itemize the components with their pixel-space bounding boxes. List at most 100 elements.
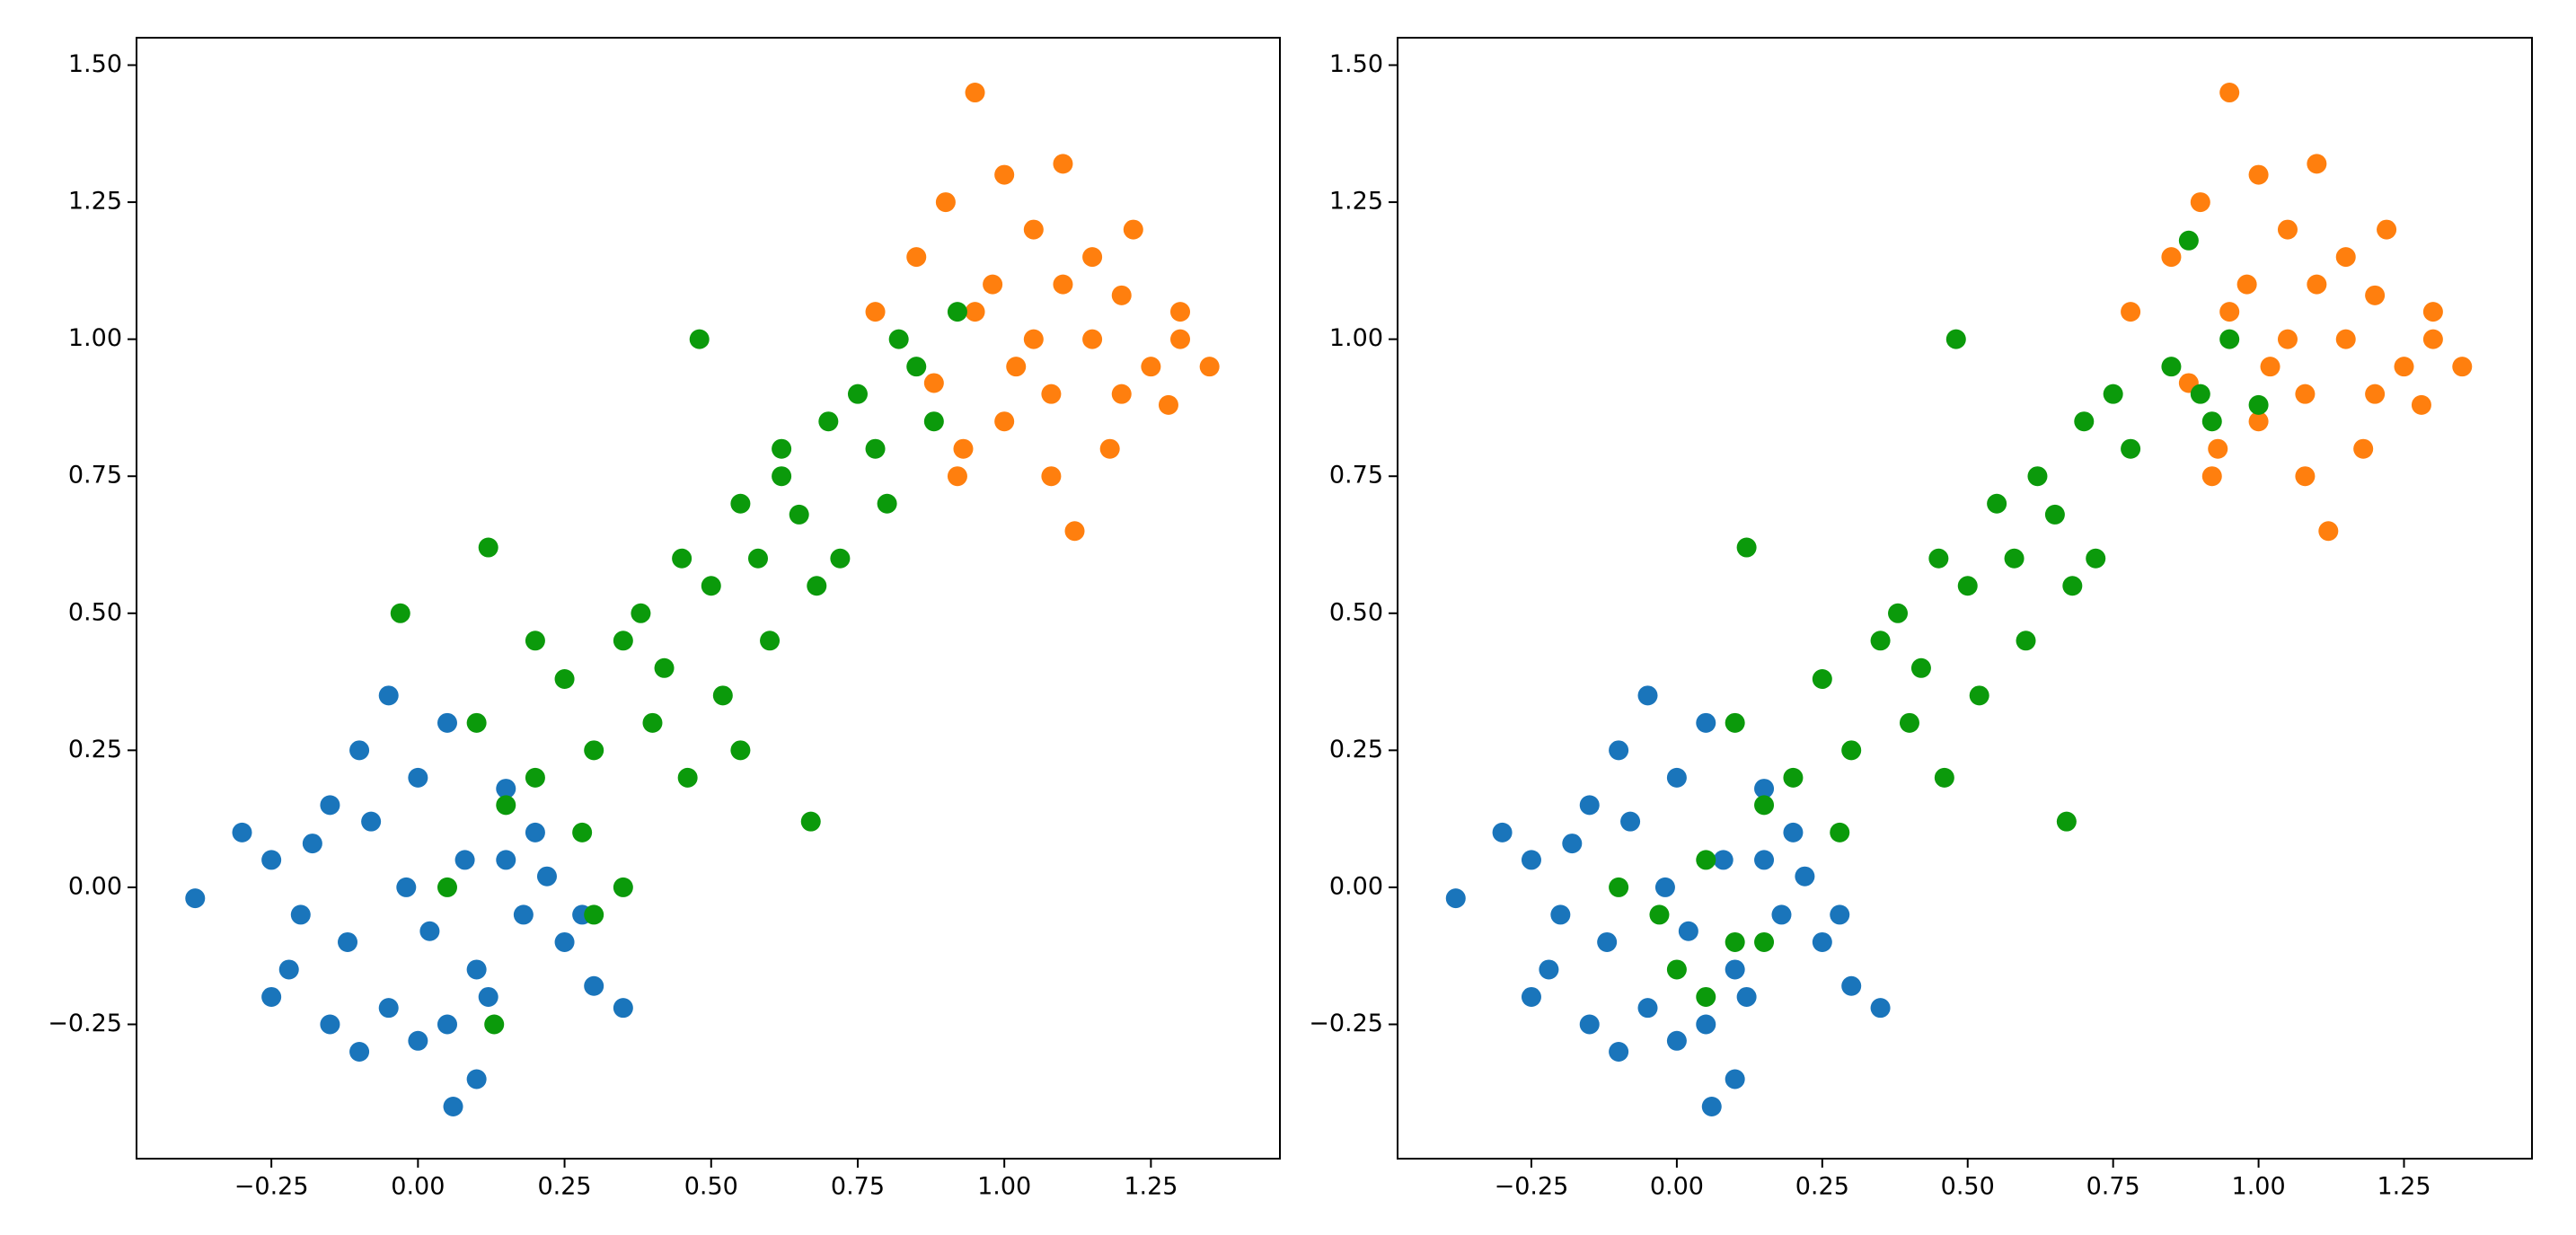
point: [261, 986, 282, 1007]
point: [965, 302, 985, 322]
point: [1666, 767, 1687, 788]
point: [1053, 154, 1073, 174]
point: [1637, 685, 1658, 706]
point: [818, 411, 839, 432]
x-tick-label: 0.50: [684, 1173, 738, 1201]
point: [2277, 219, 2298, 240]
point: [1696, 712, 1716, 733]
point: [1141, 357, 1161, 377]
y-tick-label: 1.00: [68, 324, 122, 352]
x-tick-label: 0.75: [831, 1173, 885, 1201]
point: [1170, 302, 1191, 322]
point: [2248, 164, 2269, 185]
point: [1696, 986, 1716, 1007]
point: [1783, 767, 1804, 788]
point: [1099, 438, 1120, 459]
point: [2086, 548, 2106, 569]
point: [865, 438, 886, 459]
point: [1957, 576, 1978, 596]
point: [888, 329, 909, 349]
point: [302, 834, 322, 854]
y-tick-label: 1.25: [1329, 188, 1383, 216]
point: [2377, 219, 2397, 240]
y-tick-label: 0.00: [1329, 872, 1383, 900]
point: [437, 1014, 457, 1035]
point: [631, 603, 651, 623]
point: [2277, 329, 2298, 349]
point: [1812, 669, 1832, 690]
point: [2307, 154, 2327, 174]
point: [1870, 631, 1891, 651]
point: [1023, 329, 1044, 349]
point: [712, 685, 733, 706]
point: [2365, 285, 2386, 305]
point: [1678, 921, 1698, 941]
point: [1023, 219, 1044, 240]
point: [554, 669, 575, 690]
point: [466, 1069, 487, 1089]
point: [437, 712, 457, 733]
point: [2121, 438, 2141, 459]
point: [1562, 834, 1583, 854]
point: [320, 795, 340, 816]
point: [2219, 83, 2240, 103]
point: [320, 1014, 340, 1035]
point: [2044, 504, 2065, 525]
y-tick-label: 0.75: [1329, 462, 1383, 490]
point: [1579, 795, 1600, 816]
point: [349, 740, 370, 761]
point: [2190, 192, 2210, 213]
point: [1521, 850, 1541, 870]
x-tick-label: 1.00: [977, 1173, 1031, 1201]
point: [1841, 975, 1862, 996]
point: [677, 767, 698, 788]
point: [554, 931, 575, 952]
point: [923, 373, 944, 393]
point: [437, 877, 457, 897]
x-tick-label: −0.25: [1495, 1173, 1569, 1201]
point: [466, 959, 487, 980]
point: [1041, 466, 1062, 487]
point: [1620, 811, 1641, 832]
point: [484, 1014, 505, 1035]
point: [613, 998, 633, 1019]
y-tick-label: 0.50: [1329, 598, 1383, 626]
point: [642, 712, 663, 733]
point: [2353, 438, 2374, 459]
point: [1987, 493, 2007, 514]
point: [2307, 274, 2327, 295]
point: [1754, 931, 1775, 952]
point: [408, 767, 428, 788]
point: [1064, 521, 1085, 542]
point: [2190, 384, 2210, 404]
y-tick-label: 0.25: [68, 736, 122, 763]
point: [2295, 384, 2316, 404]
point: [2161, 357, 2182, 377]
x-tick-label: −0.25: [234, 1173, 309, 1201]
point: [877, 493, 897, 514]
point: [830, 548, 851, 569]
point: [865, 302, 886, 322]
point: [1736, 537, 1757, 558]
point: [2248, 411, 2269, 432]
point: [2422, 302, 2443, 322]
point: [1701, 1097, 1722, 1117]
point: [361, 811, 382, 832]
point: [994, 164, 1015, 185]
point: [2236, 274, 2257, 295]
point: [1725, 931, 1745, 952]
point: [536, 866, 557, 887]
point: [454, 850, 475, 870]
point: [613, 631, 633, 651]
point: [2178, 230, 2199, 251]
point: [2411, 394, 2431, 415]
point: [525, 822, 545, 842]
point: [760, 631, 781, 651]
point: [2004, 548, 2025, 569]
point: [1945, 329, 1966, 349]
point: [1492, 822, 1513, 842]
point: [1725, 1069, 1745, 1089]
y-tick-label: −0.25: [48, 1010, 122, 1037]
point: [730, 493, 751, 514]
